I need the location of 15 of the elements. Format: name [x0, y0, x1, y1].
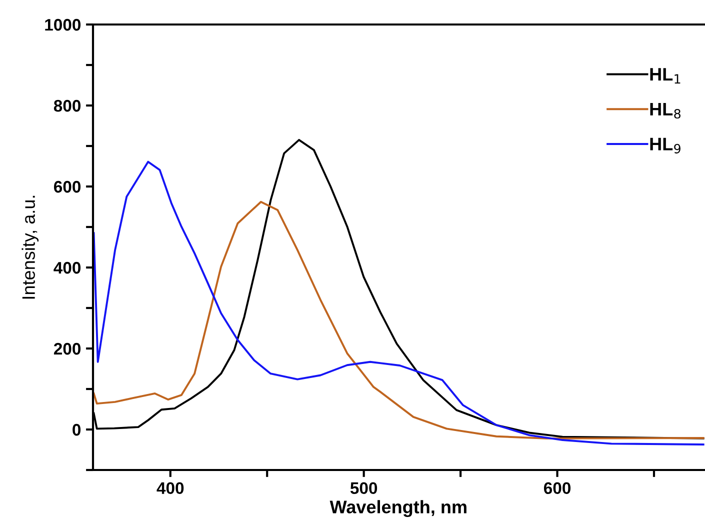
- y-tick-label: 800: [54, 100, 81, 112]
- x-tick-label: 600: [544, 482, 570, 494]
- y-tick-label: 400: [54, 262, 81, 274]
- y-tick-label: 200: [54, 342, 81, 355]
- y-tick-label: 600: [54, 180, 81, 193]
- y-axis-title: Intensity, a.u.: [22, 196, 39, 299]
- x-axis-title: Wavelength, nm: [330, 500, 466, 518]
- y-tick-label: 0: [72, 424, 81, 436]
- x-tick-label: 400: [156, 482, 184, 494]
- line-series: [93, 200, 704, 440]
- legend-label: HL$_{1}$: [650, 68, 680, 84]
- legend-label: HL$_{9}$: [650, 138, 680, 154]
- legend-label: HL$_{8}$: [650, 102, 680, 119]
- y-tick-label: 1000: [45, 18, 81, 31]
- x-tick-label: 500: [350, 482, 378, 494]
